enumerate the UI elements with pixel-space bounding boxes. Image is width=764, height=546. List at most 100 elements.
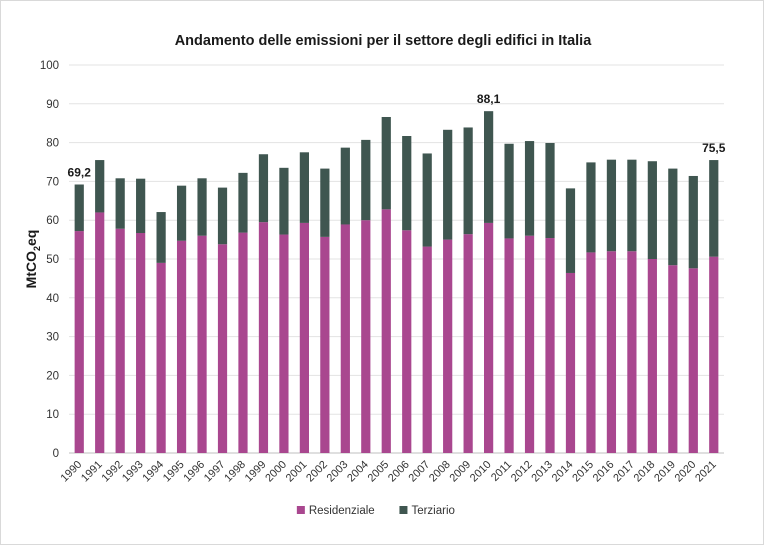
x-tick-label: 1991	[79, 459, 105, 485]
bar-terziario-1991	[95, 160, 105, 213]
x-tick-label: 2013	[529, 459, 555, 485]
y-tick-label: 40	[46, 293, 59, 305]
bar-residenziale-2006	[402, 230, 412, 453]
bar-terziario-1990	[74, 184, 84, 232]
bar-terziario-1999	[258, 154, 269, 223]
bar-terziario-2005	[381, 116, 391, 210]
x-tick-label: 2006	[386, 459, 412, 485]
x-ticks: 1990199119921993199419951996199719981999…	[59, 459, 719, 485]
bar-residenziale-1995	[176, 240, 187, 453]
x-tick-label: 2007	[407, 459, 433, 485]
bar-residenziale-2010	[484, 222, 494, 453]
y-tick-label: 90	[46, 99, 59, 111]
x-tick-label: 2004	[345, 459, 371, 485]
x-tick-label: 1998	[222, 459, 248, 485]
bar-terziario-2006	[402, 136, 412, 231]
bar-terziario-2013	[545, 142, 555, 239]
x-tick-label: 2009	[447, 459, 473, 485]
bar-residenziale-2012	[524, 235, 535, 453]
bar-residenziale-2016	[606, 251, 617, 453]
bar-terziario-2016	[606, 159, 617, 252]
x-tick-label: 1995	[161, 459, 187, 485]
bar-terziario-2017	[627, 159, 637, 252]
bar-residenziale-1999	[258, 222, 269, 453]
x-tick-label: 2019	[652, 459, 678, 485]
bar-residenziale-1991	[95, 212, 105, 453]
x-tick-label: 2016	[591, 459, 617, 485]
legend: Residenziale Terziario	[296, 505, 455, 517]
bar-residenziale-2021	[709, 256, 719, 453]
bar-residenziale-2005	[381, 209, 391, 453]
bar-terziario-2011	[504, 143, 514, 239]
x-tick-label: 2017	[611, 459, 637, 485]
bar-terziario-2020	[688, 175, 698, 269]
x-tick-label: 1990	[59, 459, 85, 485]
data-label-2021: 75,5	[702, 141, 726, 155]
grid-layer	[69, 64, 724, 454]
x-tick-label: 2018	[632, 459, 658, 485]
bar-terziario-1995	[176, 185, 187, 241]
x-tick-label: 2021	[693, 459, 719, 485]
x-tick-label: 1994	[140, 459, 166, 485]
x-tick-label: 1993	[120, 459, 146, 485]
x-tick-label: 2000	[263, 459, 289, 485]
x-tick-label: 2014	[550, 459, 576, 485]
legend-label-residenziale: Residenziale	[309, 505, 375, 517]
bar-terziario-1992	[115, 178, 125, 229]
bar-residenziale-1998	[238, 232, 248, 453]
legend-label-terziario: Terziario	[411, 505, 454, 517]
y-ticks: 0 10 20 30 40 50 60 70 80 90 100	[40, 60, 59, 460]
y-axis-label: MtCO2eq	[23, 230, 42, 289]
bar-terziario-1996	[197, 178, 207, 236]
bar-residenziale-2020	[688, 268, 698, 453]
bar-residenziale-2013	[545, 238, 555, 453]
y-tick-label: 20	[46, 370, 59, 382]
x-tick-label: 1992	[99, 459, 125, 485]
x-tick-label: 2001	[284, 459, 310, 485]
bar-terziario-2014	[565, 188, 576, 273]
bar-residenziale-1990	[74, 231, 84, 453]
bar-residenziale-1997	[217, 244, 228, 453]
legend-swatch-residenziale	[296, 506, 305, 514]
bar-residenziale-1996	[197, 235, 207, 453]
bar-terziario-2009	[463, 127, 473, 235]
bar-residenziale-2015	[586, 252, 596, 453]
y-tick-label: 50	[46, 254, 59, 266]
x-tick-label: 2005	[366, 459, 392, 485]
bar-layer	[74, 111, 719, 453]
bar-residenziale-2003	[340, 224, 350, 453]
y-tick-label: 100	[40, 60, 59, 72]
bar-residenziale-2001	[299, 222, 309, 453]
bar-terziario-2003	[340, 147, 350, 225]
chart-title: Andamento delle emissioni per il settore…	[175, 33, 593, 49]
bar-terziario-2002	[320, 168, 330, 237]
y-tick-label: 30	[46, 332, 59, 344]
bar-terziario-1998	[238, 172, 248, 233]
bar-terziario-2001	[299, 152, 309, 223]
bar-residenziale-2007	[422, 246, 432, 453]
bar-residenziale-2018	[647, 259, 657, 453]
x-tick-label: 2020	[673, 459, 699, 485]
y-tick-label: 80	[46, 138, 59, 150]
y-axis-label-subscript: 2	[32, 246, 42, 251]
bar-residenziale-2000	[279, 234, 289, 453]
y-axis-label-main: MtCO	[23, 251, 39, 288]
y-tick-label: 70	[46, 176, 59, 188]
x-tick-label: 2003	[325, 459, 351, 485]
bar-terziario-2015	[586, 162, 596, 253]
bar-residenziale-1994	[156, 262, 166, 453]
x-tick-label: 2008	[427, 459, 453, 485]
x-tick-label: 2010	[468, 459, 494, 485]
annotations: 69,2 88,1 75,5	[68, 92, 726, 179]
x-tick-label: 1996	[181, 459, 207, 485]
bar-residenziale-2008	[443, 239, 453, 453]
x-tick-label: 2002	[304, 459, 330, 485]
y-tick-label: 60	[46, 215, 59, 227]
data-label-2010: 88,1	[477, 92, 501, 106]
bar-terziario-1993	[136, 178, 146, 234]
bar-residenziale-2002	[320, 236, 330, 453]
y-tick-label: 0	[53, 448, 59, 460]
bar-terziario-2018	[647, 161, 657, 259]
